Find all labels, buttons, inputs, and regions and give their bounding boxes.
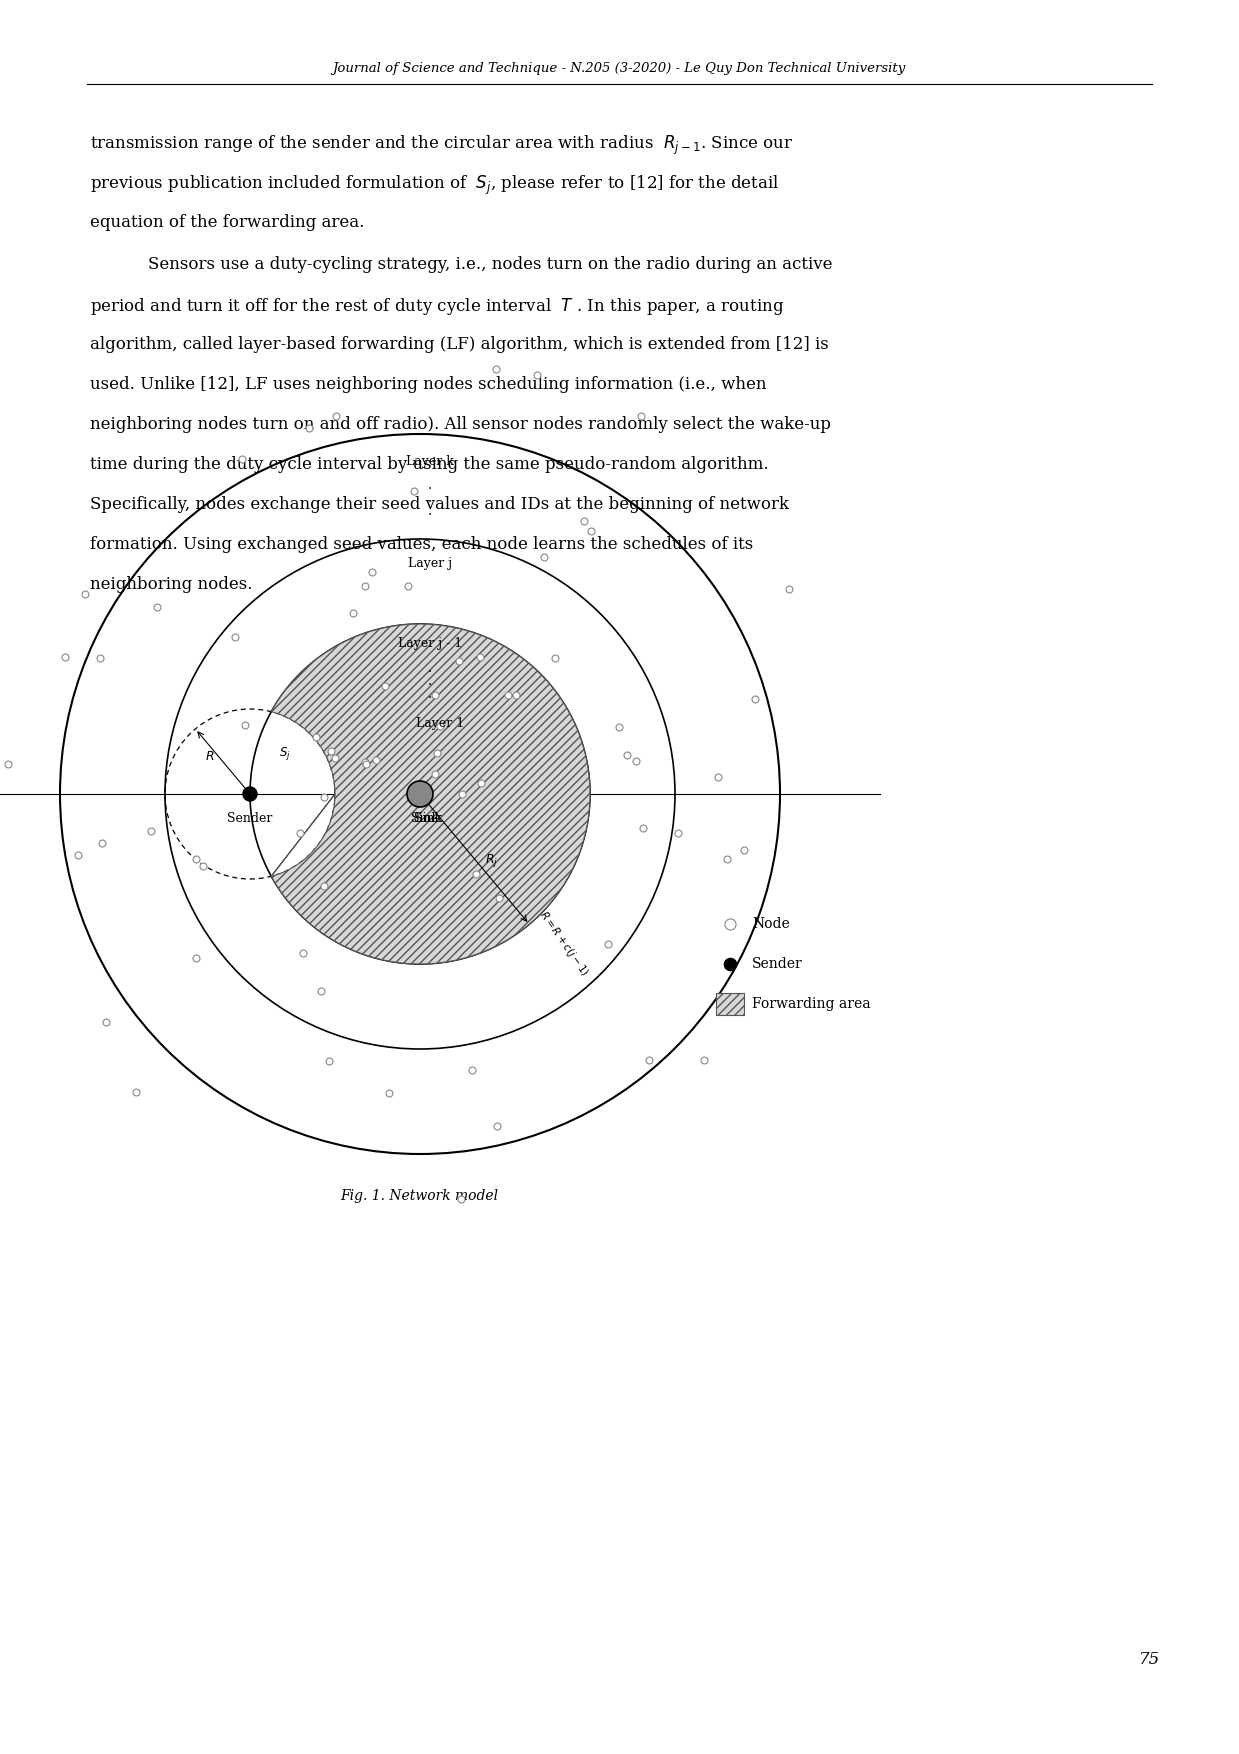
Text: Layer k: Layer k <box>406 456 453 468</box>
Bar <box>716 993 743 1016</box>
Circle shape <box>406 781 432 807</box>
Text: ·: · <box>427 679 432 693</box>
Text: Node: Node <box>752 917 789 931</box>
Text: $R_j$: $R_j$ <box>486 852 498 870</box>
Text: Sender: Sender <box>227 812 273 824</box>
Text: Journal of Science and Technique - N.205 (3-2020) - Le Quy Don Technical Univers: Journal of Science and Technique - N.205… <box>332 63 906 75</box>
Text: Layer j: Layer j <box>408 558 452 570</box>
Circle shape <box>243 788 256 802</box>
Text: neighboring nodes turn on and off radio). All sensor nodes randomly select the w: neighboring nodes turn on and off radio)… <box>90 416 831 433</box>
Text: used. Unlike [12], LF uses neighboring nodes scheduling information (i.e., when: used. Unlike [12], LF uses neighboring n… <box>90 375 767 393</box>
Text: Sensors use a duty-cycling strategy, i.e., nodes turn on the radio during an act: Sensors use a duty-cycling strategy, i.e… <box>147 256 833 274</box>
Text: Specifically, nodes exchange their seed values and IDs at the beginning of netwo: Specifically, nodes exchange their seed … <box>90 496 789 512</box>
Text: $R=R+c(j-1)$: $R=R+c(j-1)$ <box>535 909 591 979</box>
Text: ·: · <box>427 482 432 496</box>
Text: Layer 1: Layer 1 <box>416 717 465 730</box>
Text: neighboring nodes.: neighboring nodes. <box>90 575 253 593</box>
Text: ·: · <box>427 665 432 679</box>
Text: Sink: Sink <box>414 812 442 824</box>
Text: 75: 75 <box>1140 1651 1161 1668</box>
Text: previous publication included formulation of  $S_j$, please refer to [12] for th: previous publication included formulatio… <box>90 174 779 196</box>
Text: Fig. 1. Network model: Fig. 1. Network model <box>339 1189 498 1203</box>
Text: Sender: Sender <box>752 958 803 972</box>
Text: $R$: $R$ <box>206 751 214 763</box>
Text: equation of the forwarding area.: equation of the forwarding area. <box>90 214 364 232</box>
Text: Layer j - 1: Layer j - 1 <box>398 637 462 651</box>
Text: ·: · <box>427 509 432 523</box>
Text: ·: · <box>427 691 432 705</box>
Text: transmission range of the sender and the circular area with radius  $R_{j-1}$. S: transmission range of the sender and the… <box>90 133 793 158</box>
Text: Forwarding area: Forwarding area <box>752 996 871 1010</box>
Text: formation. Using exchanged seed values, each node learns the schedules of its: formation. Using exchanged seed values, … <box>90 537 753 553</box>
Text: period and turn it off for the rest of duty cycle interval  $T$ . In this paper,: period and turn it off for the rest of d… <box>90 296 784 317</box>
Text: algorithm, called layer-based forwarding (LF) algorithm, which is extended from : algorithm, called layer-based forwarding… <box>90 337 829 353</box>
Text: ·: · <box>427 495 432 509</box>
Text: Sink: Sink <box>411 812 439 824</box>
Text: time during the duty cycle interval by using the same pseudo-random algorithm.: time during the duty cycle interval by u… <box>90 456 768 474</box>
Polygon shape <box>271 624 590 965</box>
Text: $S_j$: $S_j$ <box>279 745 291 763</box>
